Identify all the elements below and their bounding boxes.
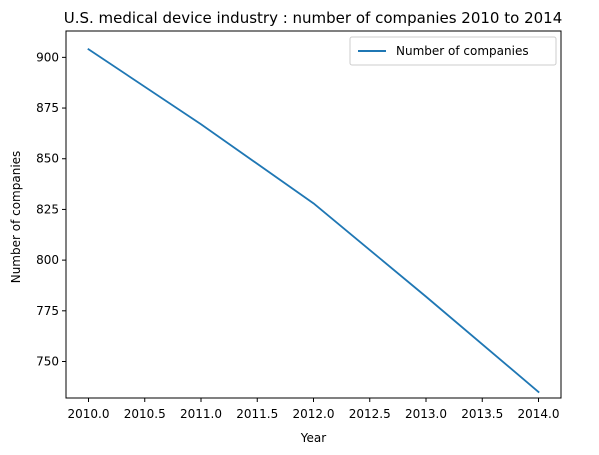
x-tick-label: 2012.0: [293, 407, 335, 421]
x-tick-label: 2010.0: [68, 407, 110, 421]
y-axis: 750 775 800 825 850 875 900: [36, 50, 66, 369]
legend-item-number-of-companies: Number of companies: [396, 44, 529, 58]
y-tick-label: 825: [36, 202, 59, 216]
x-tick-label: 2012.5: [349, 407, 391, 421]
series-layer: [87, 48, 540, 394]
y-tick-label: 800: [36, 253, 59, 267]
x-axis-label: Year: [300, 431, 326, 445]
y-tick-label: 750: [36, 355, 59, 369]
legend-box: [349, 36, 557, 66]
legend: Number of companies: [349, 36, 557, 66]
x-tick-label: 2011.0: [180, 407, 222, 421]
x-tick-label: 2013.0: [405, 407, 447, 421]
y-tick-label: 775: [36, 304, 59, 318]
y-tick-label: 850: [36, 152, 59, 166]
y-tick-label: 875: [36, 101, 59, 115]
y-tick-label: 900: [36, 50, 59, 64]
x-tick-label: 2013.5: [461, 407, 503, 421]
x-tick-label: 2011.5: [236, 407, 278, 421]
x-tick-label: 2014.0: [518, 407, 560, 421]
series-line-number-of-companies: [87, 48, 540, 394]
x-axis: 2010.0 2010.5 2011.0 2011.5 2012.0 2012.5 2013…: [68, 398, 560, 421]
y-axis-label: Number of companies: [9, 151, 23, 284]
chart-title: U.S. medical device industry : number of…: [64, 9, 563, 27]
x-tick-label: 2010.5: [124, 407, 166, 421]
plot-area: [65, 30, 562, 399]
